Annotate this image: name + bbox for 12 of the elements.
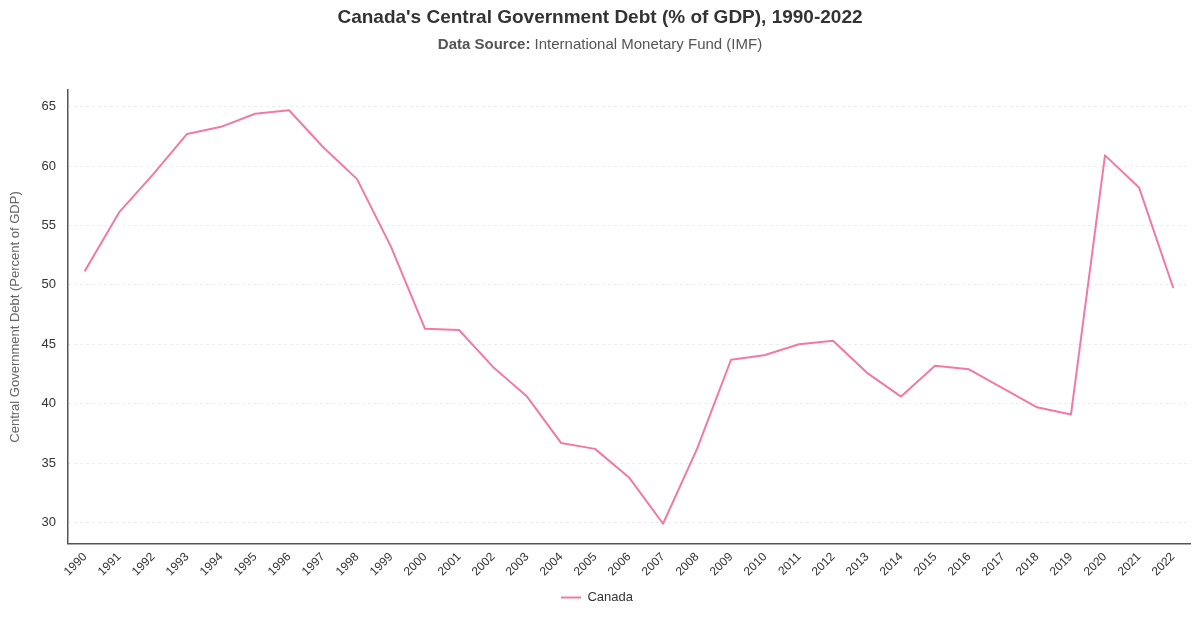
y-tick-label: 40 (41, 395, 57, 411)
chart-subtitle: Data Source: International Monetary Fund (IMF) (436, 35, 764, 52)
y-tick-label: 35 (41, 454, 57, 470)
y-axis-title: Central Government Debt (Percent of GDP) (7, 191, 23, 443)
legend-label: Canada (587, 589, 634, 605)
y-tick-label: 50 (41, 276, 57, 292)
y-tick-label: 30 (41, 514, 57, 530)
y-tick-label: 55 (41, 217, 57, 233)
y-tick-label: 65 (41, 98, 57, 114)
chart-title: Canada's Central Government Debt (% of GDP), 1990-2022 (336, 6, 864, 28)
y-tick-label: 60 (41, 157, 57, 173)
y-tick-label: 45 (41, 335, 57, 351)
